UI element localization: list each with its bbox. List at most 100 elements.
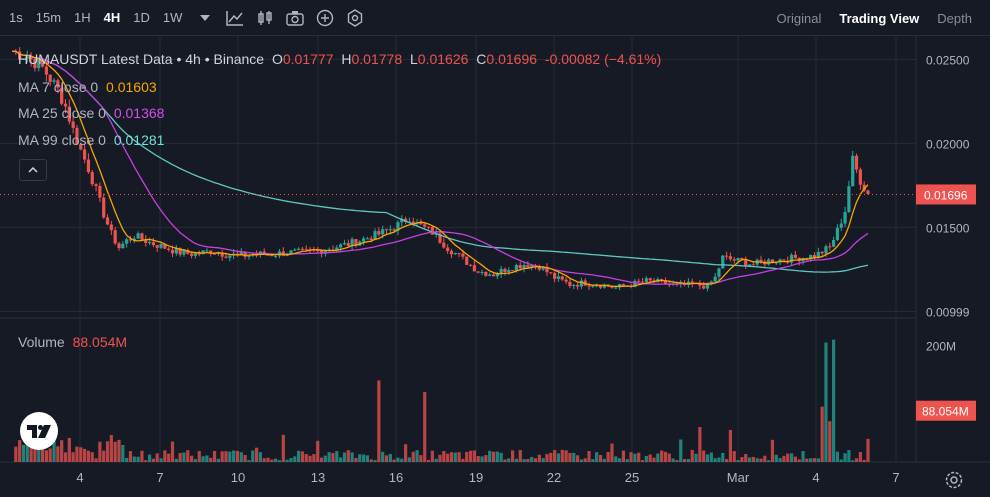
candle-body: [809, 255, 813, 260]
open-label: O: [271, 51, 283, 67]
candle-body: [289, 250, 293, 255]
volume-bar: [251, 450, 255, 462]
candle-body: [598, 285, 603, 288]
candle-body: [595, 285, 599, 287]
volume-bar: [484, 455, 488, 462]
timeframe-1h[interactable]: 1H: [74, 10, 91, 25]
volume-bar: [595, 452, 599, 462]
volume-bar: [365, 455, 369, 462]
candle-body: [52, 80, 56, 82]
candle-body: [721, 255, 725, 269]
view-depth[interactable]: Depth: [937, 10, 972, 26]
candle-body: [449, 250, 454, 255]
volume-bar: [186, 450, 190, 462]
timeframe-1w[interactable]: 1W: [162, 10, 183, 25]
volume-bar: [216, 458, 220, 462]
volume-bar: [705, 454, 710, 462]
volume-bar: [682, 459, 687, 462]
candle-body: [744, 260, 748, 267]
camera-icon[interactable]: [284, 7, 306, 29]
candle-body: [247, 255, 251, 257]
candle-body: [381, 229, 385, 235]
candle-body: [866, 190, 870, 194]
ma99-label: MA 99 close 0: [18, 132, 106, 148]
volume-bar: [759, 458, 763, 462]
indicators-icon[interactable]: [224, 7, 246, 29]
volume-bar: [472, 450, 476, 462]
volume-bar: [105, 441, 110, 462]
volume-bar: [755, 458, 759, 462]
chart-settings-gear-icon[interactable]: [943, 469, 965, 491]
candle-body: [854, 155, 859, 170]
volume-bar: [327, 452, 331, 462]
view-original[interactable]: Original: [776, 10, 822, 26]
candle-body: [29, 56, 33, 59]
timeframe-1s[interactable]: 1s: [9, 10, 23, 25]
volume-bar: [274, 458, 278, 462]
volume-bar: [598, 455, 603, 462]
collapse-legend-button[interactable]: [19, 159, 47, 181]
timeframe-15m[interactable]: 15m: [35, 10, 62, 25]
candle-body: [60, 87, 64, 104]
timeframe-4h[interactable]: 4H: [103, 10, 121, 25]
volume-bar: [564, 450, 568, 462]
candle-body: [465, 256, 469, 265]
candle-body: [197, 253, 201, 255]
x-tick-label: 19: [469, 470, 483, 485]
candle-body: [453, 253, 457, 255]
candle-type-icon[interactable]: [254, 7, 276, 29]
candle-body: [163, 244, 167, 249]
candle-body: [690, 281, 694, 284]
view-trading-view[interactable]: Trading View: [839, 10, 920, 26]
chevron-down-icon[interactable]: [194, 7, 216, 29]
volume-bar: [648, 454, 652, 462]
volume-bar: [392, 459, 396, 462]
candle-body: [21, 58, 26, 60]
candle-body: [426, 226, 431, 228]
candle-body: [411, 221, 415, 224]
add-icon[interactable]: [314, 7, 336, 29]
close-value: 0.01696: [486, 51, 538, 67]
timeframe-1d[interactable]: 1D: [133, 10, 150, 25]
candle-body: [400, 218, 404, 223]
volume-bar: [220, 451, 224, 462]
volume-bar: [426, 460, 431, 462]
settings-icon[interactable]: [344, 7, 366, 29]
candle-body: [717, 268, 721, 277]
volume-bar: [629, 452, 633, 462]
volume-bar: [828, 421, 832, 462]
volume-bar: [113, 441, 117, 462]
volume-bar: [816, 458, 820, 462]
volume-y-tick-label: 200M: [926, 339, 956, 353]
volume-bar: [637, 452, 641, 462]
change-value: -0.00082 (−4.61%): [544, 51, 662, 67]
volume-bar: [60, 440, 64, 462]
candle-body: [564, 279, 568, 282]
volume-bar: [789, 453, 794, 462]
volume-bar: [602, 458, 606, 462]
candle-body: [740, 258, 744, 261]
volume-bar: [717, 457, 721, 462]
candle-body: [526, 265, 530, 268]
volume-bar: [572, 452, 576, 462]
volume-bar: [453, 452, 457, 462]
candle-body: [83, 149, 87, 160]
volume-bar: [98, 441, 102, 462]
candle-body: [488, 274, 492, 276]
volume-bar: [633, 453, 637, 462]
volume-bar: [128, 451, 133, 462]
volume-bar: [675, 460, 679, 462]
current-volume-label: 88.054M: [922, 405, 969, 419]
candle-body: [270, 254, 274, 257]
volume-bar: [285, 459, 289, 462]
volume-bar: [614, 456, 618, 462]
tradingview-logo[interactable]: [20, 412, 58, 450]
candle-body: [549, 272, 553, 274]
price-chart[interactable]: 4 7 10 13 16 19 22 25 Mar 4 7 0.02500 0.02000 0.01500…: [0, 36, 990, 497]
high-value: 0.01778: [351, 51, 403, 67]
candle-body: [140, 233, 144, 240]
candle-body: [709, 281, 713, 283]
volume-bar: [258, 452, 262, 462]
candle-body: [37, 59, 41, 69]
volume-bar: [346, 450, 350, 462]
